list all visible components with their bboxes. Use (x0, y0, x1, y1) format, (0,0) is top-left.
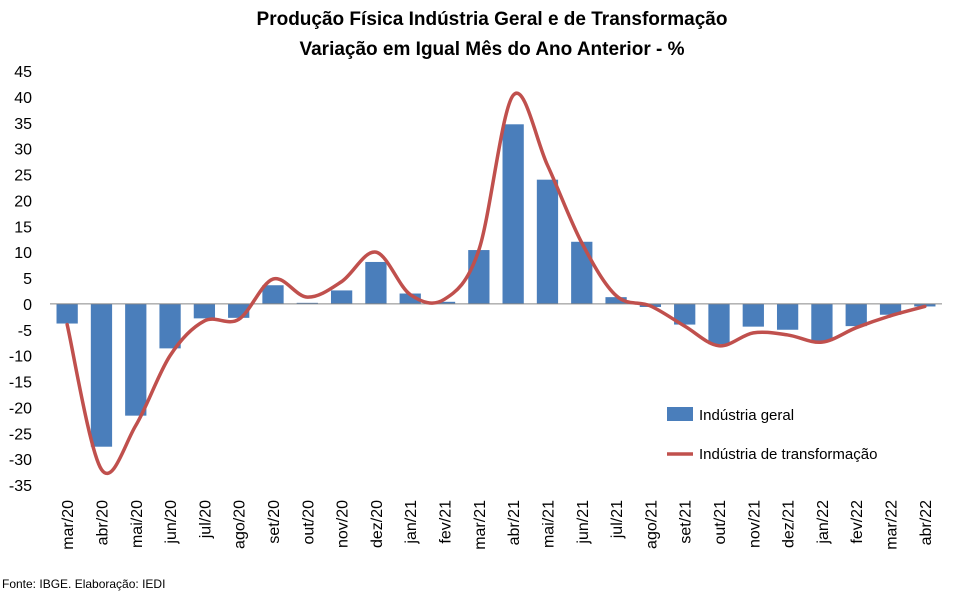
bar (502, 124, 524, 304)
bar (674, 303, 696, 325)
bar (742, 303, 764, 327)
y-tick-label: 30 (14, 142, 32, 159)
chart-title: Produção Física Indústria Geral e de Tra… (257, 9, 728, 30)
x-tick-label: mar/20 (60, 500, 77, 550)
y-tick-label: -20 (9, 400, 32, 417)
bar (125, 303, 147, 416)
bar (571, 241, 593, 304)
bar (605, 297, 627, 304)
source-note: Fonte: IBGE. Elaboração: IEDI (2, 577, 165, 591)
x-tick-label: out/20 (300, 500, 317, 545)
y-tick-label: 40 (14, 90, 32, 107)
bar (296, 302, 318, 304)
x-tick-label: mar/21 (472, 500, 489, 550)
x-tick-label: abr/21 (506, 500, 523, 545)
x-axis: mar/20 abr/20 mai/20 jun/20 jul/20 ago/20 set/… (60, 500, 935, 550)
x-tick-label: abr/22 (918, 500, 935, 545)
x-tick-label: out/21 (712, 500, 729, 545)
legend: Indústria geral Indústria de transformaç… (667, 407, 877, 463)
x-tick-label: mar/22 (884, 500, 901, 550)
legend-label-industria-transformacao: Indústria de transformação (699, 446, 877, 463)
y-tick-label: -5 (18, 323, 32, 340)
bar (468, 250, 490, 304)
y-tick-label: -35 (9, 478, 32, 495)
y-tick-label: 15 (14, 219, 32, 236)
chart-subtitle: Variação em Igual Mês do Ano Anterior - … (299, 39, 684, 60)
x-tick-label: jul/21 (609, 500, 626, 539)
bar (811, 303, 833, 342)
bar (193, 303, 216, 319)
bar (399, 293, 421, 304)
x-tick-label: jul/20 (197, 500, 214, 539)
x-tick-label: jan/21 (403, 500, 420, 545)
bar (879, 303, 902, 315)
y-tick-label: 25 (14, 168, 32, 185)
x-tick-label: dez/20 (369, 500, 386, 548)
bar (536, 179, 559, 304)
x-tick-label: dez/21 (781, 500, 798, 548)
x-tick-label: jan/22 (815, 500, 832, 545)
x-tick-label: ago/20 (232, 500, 249, 549)
bar (330, 290, 353, 304)
y-axis: 45 40 35 30 25 20 15 10 5 0 -5 -10 -15 -20 -25 -30 -35 (9, 64, 32, 495)
x-tick-label: nov/20 (335, 500, 352, 548)
bar (262, 285, 284, 304)
y-tick-label: 0 (23, 297, 32, 314)
bar (433, 301, 456, 304)
bar (159, 303, 181, 349)
x-tick-label: set/21 (678, 500, 695, 544)
y-tick-label: 10 (14, 245, 32, 262)
bar (845, 303, 867, 327)
line-industria-transformacao (65, 91, 927, 475)
legend-swatch-industria-geral (667, 407, 693, 421)
x-tick-label: nov/21 (746, 500, 763, 548)
bars-industria-geral (56, 124, 936, 447)
y-tick-label: 35 (14, 116, 32, 133)
y-tick-label: 20 (14, 193, 32, 210)
x-tick-label: mai/21 (540, 500, 557, 548)
legend-label-industria-geral: Indústria geral (699, 407, 794, 424)
x-tick-label: mai/20 (129, 500, 146, 548)
bar (708, 303, 730, 345)
y-tick-label: 5 (23, 271, 32, 288)
x-tick-label: fev/21 (438, 500, 455, 544)
x-tick-label: set/20 (266, 500, 283, 544)
y-tick-label: -10 (9, 349, 32, 366)
y-tick-label: -30 (9, 452, 32, 469)
bar (365, 261, 387, 304)
y-tick-label: -25 (9, 426, 32, 443)
bar (90, 303, 113, 447)
x-tick-label: fev/22 (849, 500, 866, 544)
x-tick-label: abr/20 (94, 500, 111, 545)
x-tick-label: jun/21 (575, 500, 592, 545)
x-tick-label: ago/21 (643, 500, 660, 549)
bar (56, 303, 78, 324)
bar (776, 303, 799, 330)
y-tick-label: -15 (9, 375, 32, 392)
x-tick-label: jun/20 (163, 500, 180, 545)
y-tick-label: 45 (14, 64, 32, 81)
